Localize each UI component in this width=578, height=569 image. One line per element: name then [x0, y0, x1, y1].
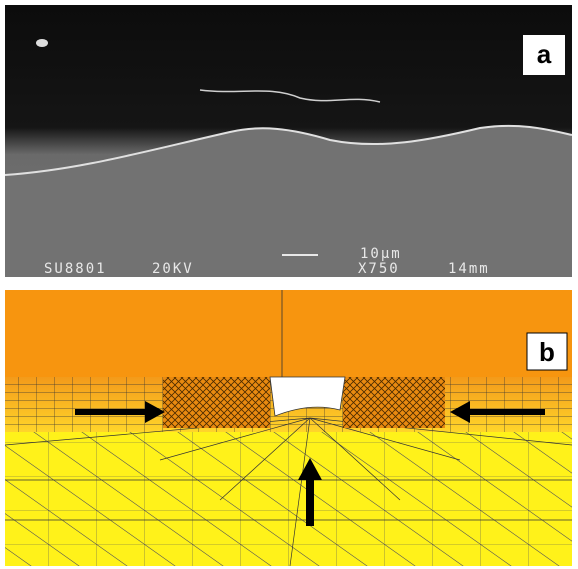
scale-text: 10µm: [360, 246, 402, 262]
substrate-mesh: [5, 432, 572, 566]
panel-b: b: [5, 290, 572, 566]
working-distance: 14mm: [448, 261, 490, 277]
top-layer: [5, 290, 572, 377]
magnification: X750: [358, 261, 400, 277]
voltage: 20KV: [152, 261, 194, 277]
panel-label: a: [537, 39, 552, 69]
particle: [36, 39, 48, 47]
hatched-zone-mesh: [343, 377, 445, 428]
figure: a SU8801 20KV 10µm X750 14mm b: [0, 0, 578, 569]
panel-a: a SU8801 20KV 10µm X750 14mm: [5, 5, 572, 277]
instrument: SU8801: [44, 261, 107, 277]
panel-label: b: [539, 337, 555, 367]
hatched-zone-mesh: [163, 377, 270, 428]
